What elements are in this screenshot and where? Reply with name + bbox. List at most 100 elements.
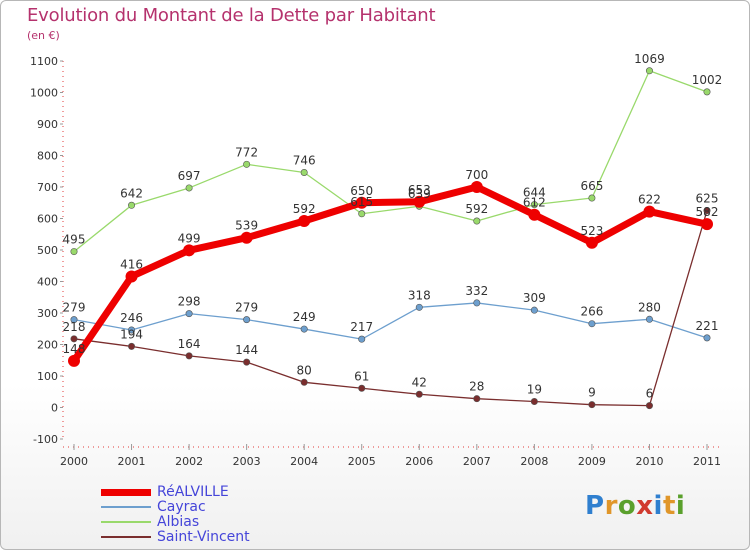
data-point <box>643 205 656 218</box>
logo-letter: i <box>675 491 686 521</box>
proxiti-logo: Proxiti <box>585 491 685 521</box>
logo-letter: x <box>636 491 654 521</box>
data-label: 61 <box>354 369 369 383</box>
data-point <box>470 181 483 193</box>
y-tick-label: 1100 <box>30 55 58 68</box>
y-tick-label: 800 <box>37 150 58 163</box>
data-label: 592 <box>293 202 316 216</box>
x-tick-label: 2002 <box>175 455 203 468</box>
y-tick-label: 1000 <box>30 87 58 100</box>
data-label: 246 <box>120 311 143 325</box>
data-label: 249 <box>293 310 316 324</box>
data-point <box>70 316 78 324</box>
data-label: 612 <box>523 196 546 210</box>
x-tick-label: 2001 <box>118 455 146 468</box>
data-point <box>70 248 78 256</box>
data-point <box>243 358 251 366</box>
data-label: 217 <box>350 320 373 334</box>
data-label: 6 <box>646 387 654 401</box>
data-label: 653 <box>408 183 431 197</box>
data-point <box>298 215 311 228</box>
data-point <box>300 378 308 386</box>
x-tick-label: 2011 <box>693 455 721 468</box>
data-label: 697 <box>178 169 201 183</box>
data-point <box>645 402 653 410</box>
y-tick-label: 700 <box>37 181 58 194</box>
y-tick-label: -100 <box>33 433 58 446</box>
data-label: 42 <box>412 375 427 389</box>
data-point <box>358 210 366 218</box>
data-point <box>530 398 538 406</box>
data-point <box>528 208 541 221</box>
legend-swatch <box>101 488 151 496</box>
data-label: 615 <box>350 195 373 209</box>
data-label: 19 <box>527 383 542 397</box>
series-line-saint-vincent <box>73 209 708 407</box>
data-point <box>240 231 253 244</box>
data-label: 280 <box>638 300 661 314</box>
series-line-cayrac <box>73 302 708 340</box>
data-label: 9 <box>588 386 596 400</box>
logo-letter: P <box>585 491 605 521</box>
data-label: 1002 <box>692 73 723 87</box>
chart-axes: -100 0 100 200 300 400 500 600 700 800 900 1000 1100… <box>30 55 721 468</box>
data-label: 194 <box>120 327 143 341</box>
data-point <box>588 320 596 328</box>
x-tick-label: 2003 <box>233 455 261 468</box>
data-label: 309 <box>523 291 546 305</box>
data-point <box>473 395 481 403</box>
legend-label: RéALVILLE <box>157 484 229 500</box>
data-label: 266 <box>580 305 603 319</box>
legend-swatch <box>101 536 151 538</box>
data-label: 164 <box>178 337 201 351</box>
y-tick-label: 500 <box>37 244 58 257</box>
x-tick-label: 2008 <box>520 455 548 468</box>
data-label: 332 <box>465 284 488 298</box>
data-point <box>701 218 713 231</box>
chart-data-labels: 148 416 499 539 592 650 653 700 612 523 622 582 279 2… <box>63 52 723 401</box>
data-point <box>645 315 653 323</box>
data-point <box>68 354 80 367</box>
data-point <box>128 326 136 334</box>
data-label: 499 <box>178 231 201 245</box>
data-point <box>415 390 423 398</box>
chart-series <box>68 67 713 410</box>
y-tick-label: 600 <box>37 213 58 226</box>
data-point <box>243 316 251 324</box>
data-point <box>183 244 196 257</box>
data-point <box>185 184 193 192</box>
x-tick-label: 2005 <box>348 455 376 468</box>
x-tick-label: 2006 <box>405 455 433 468</box>
legend-swatch <box>101 506 151 508</box>
logo-letter: i <box>653 491 663 521</box>
data-label: 592 <box>465 202 488 216</box>
data-label: 495 <box>63 233 86 247</box>
data-point <box>703 207 711 215</box>
y-tick-label: 400 <box>37 276 58 289</box>
data-label: 650 <box>350 184 373 198</box>
logo-letter: t <box>662 491 676 521</box>
data-label: 221 <box>696 319 719 333</box>
data-point <box>473 299 481 307</box>
y-tick-label: 900 <box>37 118 58 131</box>
y-tick-label: 100 <box>37 370 58 383</box>
y-tick-label: 300 <box>37 307 58 320</box>
data-label: 772 <box>235 145 258 159</box>
data-label: 639 <box>408 187 431 201</box>
data-point <box>530 306 538 314</box>
data-point <box>473 217 481 225</box>
data-point <box>300 169 308 177</box>
data-label: 80 <box>297 363 312 377</box>
data-label: 218 <box>63 320 86 334</box>
data-point <box>185 352 193 360</box>
data-label: 28 <box>469 380 484 394</box>
data-label: 644 <box>523 186 546 200</box>
data-label: 665 <box>580 179 603 193</box>
data-label: 416 <box>120 257 143 271</box>
data-point <box>588 401 596 409</box>
data-label: 625 <box>696 192 719 206</box>
data-label: 582 <box>696 205 719 219</box>
data-point <box>355 196 368 209</box>
data-point <box>128 342 136 350</box>
x-tick-label: 2010 <box>635 455 663 468</box>
